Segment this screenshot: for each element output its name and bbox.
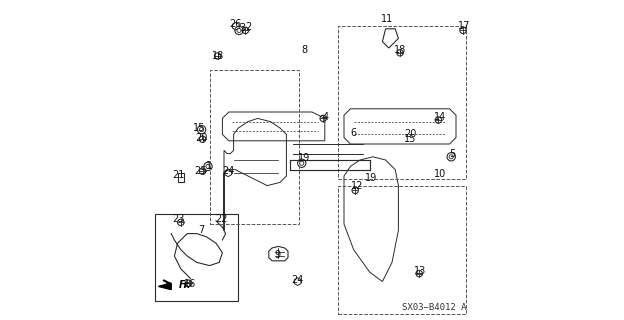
Text: 25: 25 (193, 166, 207, 176)
Text: 4: 4 (323, 112, 329, 122)
Text: 1: 1 (206, 161, 212, 171)
Text: Fr.: Fr. (179, 280, 192, 290)
Text: 24: 24 (291, 275, 303, 285)
Text: 22: 22 (215, 214, 228, 224)
Text: 12: 12 (351, 180, 363, 191)
Text: 26: 26 (230, 19, 242, 29)
Bar (338, 186, 466, 314)
Polygon shape (158, 283, 171, 290)
Text: 9: 9 (275, 250, 281, 260)
Text: 20: 20 (404, 129, 417, 139)
Text: 10: 10 (434, 169, 446, 180)
Text: 21: 21 (172, 170, 185, 180)
Text: 18: 18 (394, 44, 406, 55)
Text: 18: 18 (212, 51, 224, 61)
Text: 3: 3 (239, 23, 245, 34)
Bar (155, 214, 238, 301)
Text: 6: 6 (350, 128, 356, 138)
Text: 5: 5 (450, 148, 456, 159)
Text: 15: 15 (193, 123, 205, 133)
Text: 15: 15 (404, 134, 417, 144)
Text: 19: 19 (365, 172, 378, 183)
Bar (338, 26, 466, 179)
Text: 11: 11 (381, 14, 393, 24)
Text: 24: 24 (222, 166, 235, 176)
Text: 13: 13 (414, 266, 426, 276)
Text: 2: 2 (245, 21, 251, 32)
Text: 19: 19 (298, 153, 310, 164)
Text: 14: 14 (434, 112, 446, 122)
Bar (210, 70, 299, 224)
Text: SX03−B4012 A: SX03−B4012 A (402, 303, 466, 312)
Text: 8: 8 (301, 44, 307, 55)
Text: 23: 23 (172, 214, 185, 224)
Text: 7: 7 (198, 225, 205, 236)
Text: 17: 17 (458, 20, 470, 31)
Text: 20: 20 (195, 132, 208, 143)
Text: 16: 16 (183, 279, 196, 289)
